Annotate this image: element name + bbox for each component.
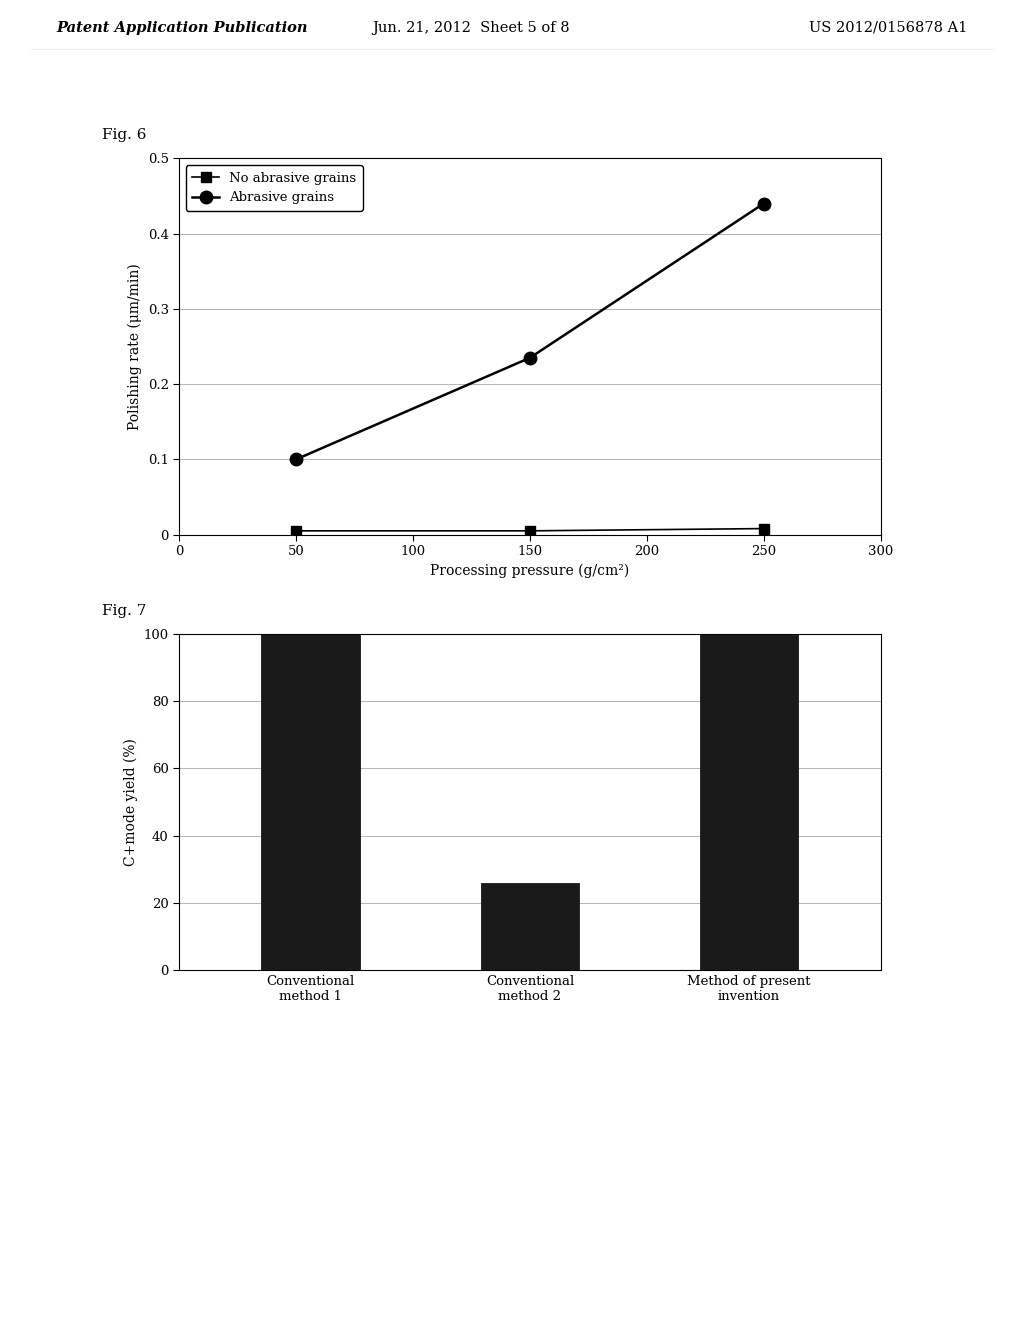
Text: Fig. 6: Fig. 6 <box>102 128 146 143</box>
No abrasive grains <box>758 520 770 536</box>
X-axis label: Processing pressure (g/cm²): Processing pressure (g/cm²) <box>430 564 630 578</box>
Abrasive grains <box>758 195 770 211</box>
Legend: No abrasive grains, Abrasive grains: No abrasive grains, Abrasive grains <box>185 165 364 211</box>
Abrasive grains <box>290 451 302 467</box>
Line: No abrasive grains: No abrasive grains <box>291 524 769 536</box>
Bar <box>699 634 799 970</box>
Y-axis label: C+mode yield (%): C+mode yield (%) <box>124 738 138 866</box>
Text: Fig. 7: Fig. 7 <box>102 603 146 618</box>
Abrasive grains <box>524 350 537 366</box>
No abrasive grains <box>524 523 537 539</box>
Text: Jun. 21, 2012  Sheet 5 of 8: Jun. 21, 2012 Sheet 5 of 8 <box>373 21 569 34</box>
Bar <box>480 883 580 970</box>
Line: Abrasive grains: Abrasive grains <box>290 197 770 466</box>
Text: US 2012/0156878 A1: US 2012/0156878 A1 <box>809 21 968 34</box>
Bar <box>261 634 360 970</box>
Y-axis label: Polishing rate (μm/min): Polishing rate (μm/min) <box>128 263 142 430</box>
No abrasive grains <box>290 523 302 539</box>
Text: Patent Application Publication: Patent Application Publication <box>56 21 308 34</box>
